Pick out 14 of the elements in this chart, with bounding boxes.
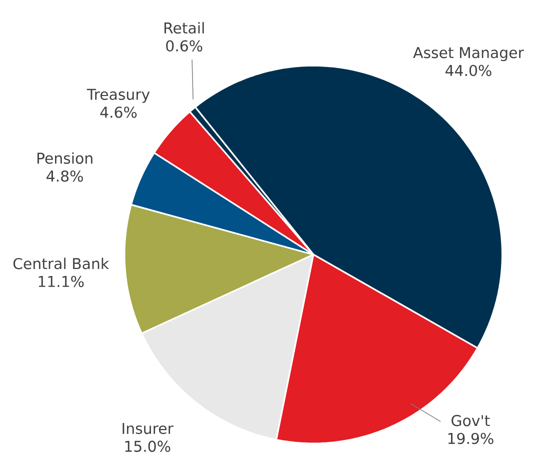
slice-label: Treasury [86, 88, 150, 103]
slice-label: Retail [164, 22, 204, 34]
slice-label: Central Bank [13, 258, 110, 270]
slice-label: Insurer [122, 422, 174, 434]
data-label: 15.0% [125, 440, 170, 452]
data-label: 4.6% [100, 106, 137, 118]
slice-label: Gov't [452, 414, 490, 426]
data-label: 11.1% [38, 276, 84, 287]
data-label: 0.6% [166, 40, 202, 52]
data-label: 44.0% [446, 64, 492, 76]
slice-label: Asset Manager [413, 46, 524, 61]
data-label: 4.8% [46, 170, 83, 182]
slice-label: Pension [37, 152, 92, 164]
data-label: 19.9% [448, 432, 494, 444]
